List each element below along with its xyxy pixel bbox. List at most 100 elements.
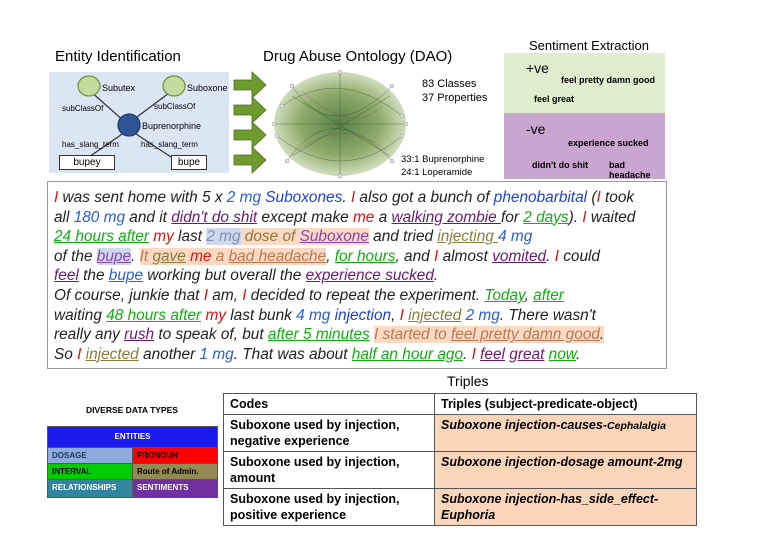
post-line: of the bupe. It gave me a bad headache , … bbox=[54, 247, 660, 267]
table-row: Suboxone used by injection, amount Subox… bbox=[223, 451, 697, 489]
text: dose of bbox=[240, 228, 300, 246]
pronoun: I bbox=[596, 189, 601, 206]
drug-entity: phenobarbital bbox=[493, 189, 588, 206]
text: . bbox=[576, 345, 581, 363]
code-cell: Suboxone used by injection, amount bbox=[223, 451, 435, 489]
text: I started to bbox=[374, 326, 451, 344]
post-line: So I injected another 1 mg. That was abo… bbox=[54, 345, 660, 365]
triples-title: Triples bbox=[447, 373, 489, 389]
slang-term: bupe bbox=[96, 247, 132, 265]
ratio-loperamide: 24:1 Loperamide bbox=[401, 167, 473, 178]
ratio-buprenorphine: 33:1 Buprenorphine bbox=[401, 154, 485, 165]
sentiment: great bbox=[509, 345, 545, 363]
text: It bbox=[139, 247, 153, 265]
text: to speak of, but bbox=[154, 326, 268, 344]
sentiment: walking zombie bbox=[391, 208, 501, 226]
text: decided to repeat the experiment. bbox=[246, 286, 485, 304]
text: also got a bunch of bbox=[355, 189, 494, 206]
legend-relationships: RELATIONSHIPS bbox=[47, 479, 133, 498]
pronoun: I bbox=[242, 286, 247, 304]
buprenorphine-node bbox=[117, 113, 141, 137]
subutex-node bbox=[77, 75, 101, 97]
triple-object: Cephalalgia bbox=[607, 420, 666, 432]
text: and tried bbox=[368, 228, 438, 246]
text: took bbox=[600, 189, 635, 206]
interval: after bbox=[533, 286, 564, 304]
arrow-icon bbox=[233, 121, 267, 149]
triple-cell: Suboxone injection-dosage amount-2mg bbox=[434, 451, 697, 489]
slang-term-bupey: bupey bbox=[59, 155, 115, 170]
legend-title: DIVERSE DATA TYPES bbox=[86, 405, 178, 415]
text: a bbox=[211, 247, 229, 265]
dosage: 2 mg bbox=[226, 189, 262, 206]
entity-identification-title: Entity Identification bbox=[55, 48, 181, 65]
slang-term-bupe: bupe bbox=[171, 155, 207, 170]
text: last bbox=[173, 228, 207, 246]
dosage: 4 mg bbox=[296, 306, 331, 324]
subclass-left-label: subClassOf bbox=[62, 104, 104, 113]
entity-identification-panel: Subutex Suboxone Buprenorphine subClassO… bbox=[49, 72, 229, 173]
text: another bbox=[138, 345, 200, 363]
legend-dosage: DOSAGE bbox=[47, 447, 133, 464]
text: waited bbox=[586, 208, 636, 226]
interval: half an hour ago bbox=[351, 345, 464, 363]
suboxone-label: Suboxone bbox=[187, 83, 228, 93]
text: , bbox=[391, 306, 400, 324]
pronoun: I bbox=[399, 306, 404, 324]
relationship: gave bbox=[152, 247, 186, 265]
code-cell: Suboxone used by injection, negative exp… bbox=[223, 414, 435, 452]
text: last bunk bbox=[225, 306, 297, 324]
ontology-ratios: 33:1 Buprenorphine 24:1 Loperamide bbox=[401, 153, 484, 179]
text: . That was about bbox=[233, 345, 352, 363]
ontology-stats: 83 Classes 37 Properties bbox=[422, 77, 487, 105]
sentiment: rush bbox=[124, 326, 155, 344]
pronoun: my bbox=[153, 228, 174, 246]
positive-phrase: feel great bbox=[534, 94, 575, 104]
slang-term: bupe bbox=[108, 267, 144, 285]
text: ). bbox=[568, 208, 583, 226]
arrow-icon bbox=[233, 71, 267, 99]
classes-count: 83 Classes bbox=[422, 78, 477, 90]
dosage: 2 mg bbox=[206, 228, 241, 246]
text: waiting bbox=[54, 306, 107, 324]
text: almost bbox=[438, 247, 493, 265]
interval: for hours bbox=[334, 247, 396, 265]
post-line: I was sent home with 5 x 2 mg Suboxones.… bbox=[54, 188, 660, 208]
pronoun: me bbox=[190, 247, 212, 265]
pronoun: I bbox=[434, 247, 439, 265]
drug-entity: Suboxones bbox=[265, 189, 343, 206]
annotated-post-panel: I was sent home with 5 x 2 mg Suboxones.… bbox=[47, 181, 667, 369]
legend-entities: ENTITIES bbox=[47, 426, 218, 448]
legend-sentiments: SENTIMENTS bbox=[132, 479, 218, 498]
post-line: really any rush to speak of, but after 5… bbox=[54, 325, 660, 345]
table-header-row: Codes Triples (subject-predicate-object) bbox=[223, 393, 697, 415]
positive-label: +ve bbox=[526, 60, 549, 76]
ontology-arrows bbox=[233, 71, 267, 174]
text: for bbox=[501, 208, 524, 226]
suboxone-node bbox=[162, 75, 186, 97]
text: . bbox=[433, 267, 439, 285]
text: Of course, junkie that bbox=[54, 286, 204, 304]
codes-header: Codes bbox=[223, 393, 435, 415]
interval: Today bbox=[484, 286, 525, 304]
dosage: 4 mg bbox=[498, 228, 533, 246]
negative-phrase: didn't do shit bbox=[532, 160, 589, 170]
triple-text: Suboxone injection-causes- bbox=[441, 418, 608, 432]
post-line: feel the bupe working but overall the ex… bbox=[54, 266, 660, 286]
triples-table: Codes Triples (subject-predicate-object)… bbox=[223, 393, 697, 526]
text: . There wasn't bbox=[499, 306, 596, 324]
text: really any bbox=[54, 326, 125, 344]
interval: 48 hours after bbox=[106, 306, 202, 324]
text: of the bbox=[54, 247, 97, 265]
pronoun: I bbox=[350, 189, 356, 206]
subclass-right-label: subClassOf bbox=[154, 102, 196, 111]
route-of-admin: injection bbox=[334, 306, 392, 324]
arrow-icon bbox=[233, 96, 267, 124]
pronoun: my bbox=[205, 306, 226, 324]
sentiment: feel bbox=[480, 345, 505, 363]
sentiment: vomited bbox=[492, 247, 547, 265]
text: So bbox=[54, 345, 78, 363]
positive-sentiment-panel: +ve feel pretty damn good feel great bbox=[504, 53, 665, 113]
code-cell: Suboxone used by injection, positive exp… bbox=[223, 488, 435, 526]
legend-route: Route of Admin. bbox=[132, 463, 218, 480]
